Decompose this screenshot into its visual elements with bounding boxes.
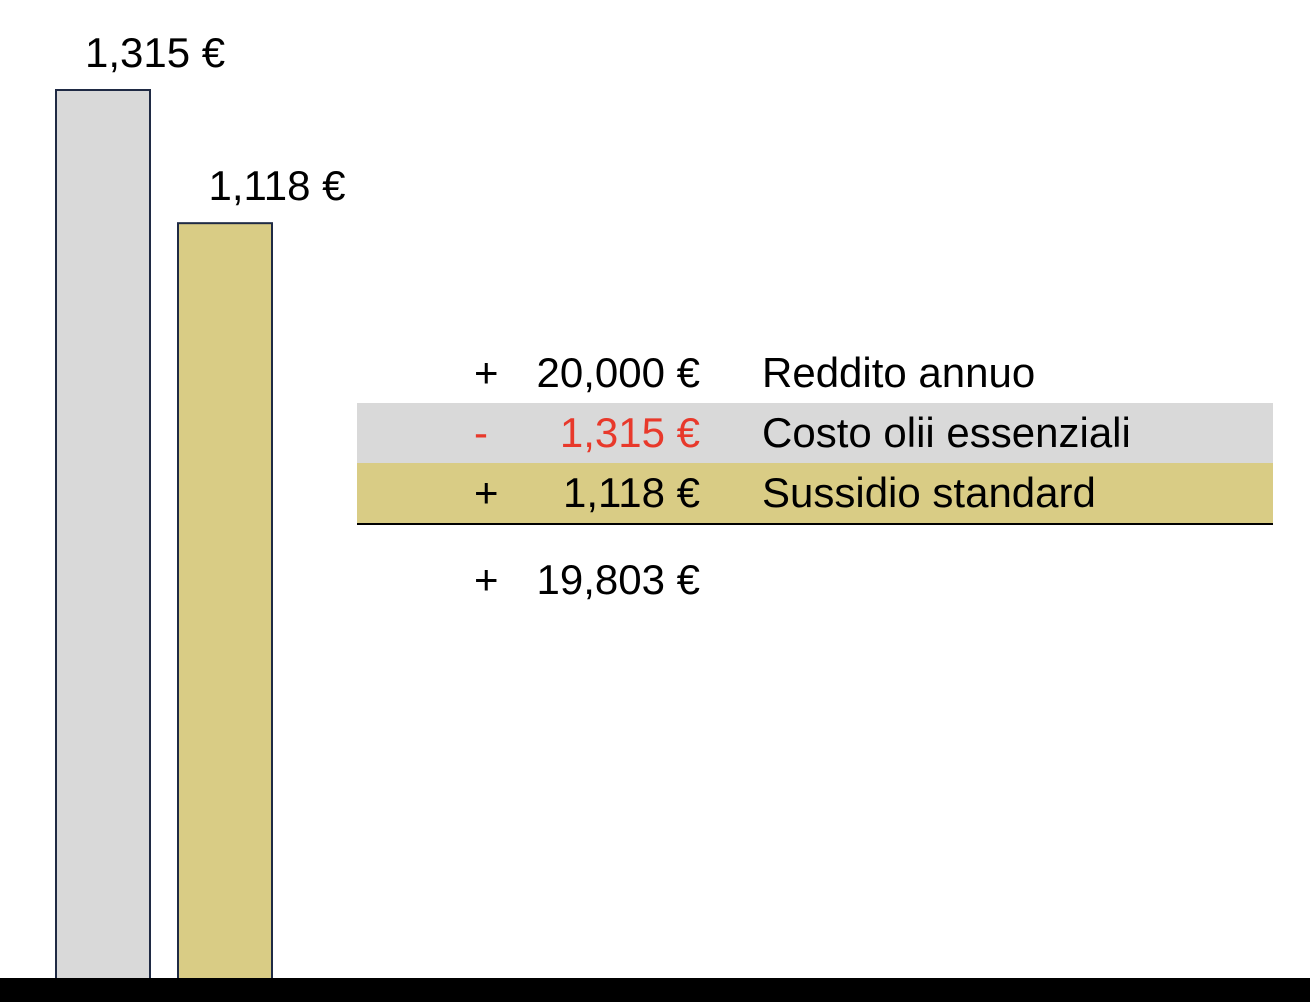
bar-0 [55, 89, 151, 980]
bar-1 [177, 222, 273, 981]
ledger-description: Sussidio standard [762, 469, 1096, 516]
ledger-sign: - [474, 409, 488, 456]
ledger-sign: + [474, 349, 499, 396]
ledger-total-amount: 19,803 € [536, 556, 701, 603]
ledger-description: Reddito annuo [762, 349, 1036, 396]
ledger-sign: + [474, 469, 499, 516]
ledger-row-total: + 19,803 € [357, 525, 1273, 635]
ledger-amount: 20,000 € [536, 349, 701, 396]
ledger-amount: 1,315 € [559, 409, 700, 456]
x-axis-baseline [0, 978, 1310, 1002]
ledger-amount: 1,118 € [562, 469, 700, 516]
sum-rule [357, 523, 1273, 525]
ledger-total-sign: + [474, 556, 499, 603]
bar-value-label-0: 1,315 € [85, 29, 226, 76]
income-ledger: + 20,000 € Reddito annuo - 1,315 € Costo… [357, 343, 1273, 635]
ledger-description: Costo olii essenziali [762, 409, 1131, 456]
ledger-row-cost: - 1,315 € Costo olii essenziali [357, 403, 1273, 463]
bars-group [55, 89, 273, 981]
ledger-row-income: + 20,000 € Reddito annuo [357, 343, 1273, 403]
ledger-row-subsidy: + 1,118 € Sussidio standard [357, 463, 1273, 523]
bar-value-label-1: 1,118 € [208, 162, 346, 210]
